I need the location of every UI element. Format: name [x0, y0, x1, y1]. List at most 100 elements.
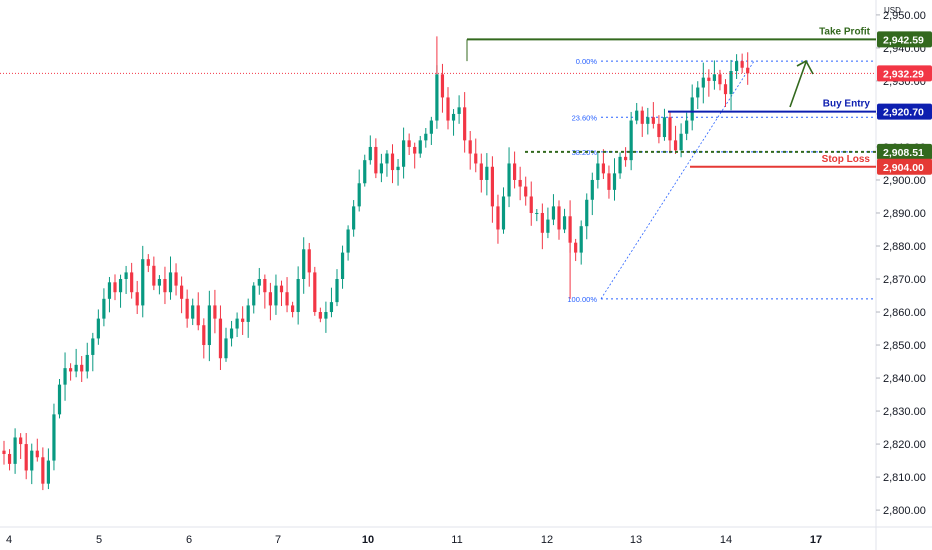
candle: [13, 428, 17, 474]
candle: [135, 280, 139, 315]
candle-body: [407, 140, 411, 147]
candle-body: [451, 113, 456, 121]
candle-body: [402, 140, 406, 167]
candle: [279, 280, 284, 306]
candle: [324, 301, 328, 333]
candle: [424, 127, 428, 148]
time-tick-label: 7: [275, 534, 281, 546]
candle: [224, 327, 228, 362]
candle-body: [435, 74, 439, 121]
price-tick-label: 2,800.00: [883, 505, 926, 517]
candle-body: [740, 61, 744, 68]
price-badge-bg: [877, 31, 932, 48]
currency-label: USD: [884, 6, 901, 15]
level-label: Take Profit: [819, 26, 871, 37]
candle-body: [185, 298, 189, 319]
fib-level-label: 100.00%: [567, 295, 597, 304]
candle-body: [574, 242, 578, 253]
candle-body: [640, 110, 644, 124]
candle-body: [501, 196, 506, 230]
candle-body: [390, 153, 395, 171]
fib-trend-line[interactable]: [600, 60, 755, 300]
candle: [746, 52, 750, 85]
fib-level-label: 38.20%: [572, 148, 598, 157]
price-badge: 2,908.51: [877, 143, 932, 160]
candle: [329, 287, 334, 318]
candle-body: [363, 160, 367, 184]
candle-body: [540, 212, 544, 233]
candle-body: [252, 285, 256, 306]
candle-body: [673, 140, 678, 151]
candle: [335, 269, 339, 307]
candle: [85, 342, 89, 379]
candle: [35, 438, 39, 462]
candle: [130, 262, 134, 299]
price-axis[interactable]: USD 2,800.00 2,810.00 2,820.00 2,830.00 2,84…: [876, 6, 926, 517]
candle: [551, 194, 556, 226]
level-label: Buy Entry: [823, 99, 871, 110]
candle: [2, 440, 6, 465]
candle: [490, 156, 494, 223]
candle-body: [479, 163, 483, 180]
candle-body: [557, 206, 561, 230]
candle: [302, 237, 306, 294]
candle-body: [168, 272, 173, 293]
candle: [285, 277, 289, 313]
candle-body: [57, 384, 62, 415]
time-axis[interactable]: 4 5 6 7 10 11 12 13 14 17: [6, 534, 822, 546]
price-badges: 2,942.59 2,920.70 2,908.51 2,904.00 2,932.29: [877, 31, 932, 175]
candle: [196, 292, 200, 331]
candle: [646, 107, 650, 135]
candle-body: [279, 285, 284, 293]
candle-body: [701, 77, 705, 88]
candle-body: [629, 120, 633, 161]
candle-body: [224, 338, 228, 359]
candle: [396, 159, 400, 186]
price-tick-label: 2,870.00: [883, 274, 926, 286]
candle-body: [590, 179, 594, 200]
candle: [141, 245, 145, 318]
candle: [535, 208, 539, 222]
price-badge: 2,904.00: [877, 158, 932, 175]
candle: [268, 282, 272, 321]
candle-body: [485, 166, 489, 180]
candle: [24, 432, 28, 480]
candle-body: [463, 107, 467, 141]
candle: [307, 242, 311, 287]
candle-body: [718, 74, 722, 85]
candle-body: [518, 179, 522, 187]
candle-body: [446, 97, 450, 121]
candle-body: [474, 153, 478, 164]
candle: [257, 267, 261, 295]
price-badge-label: 2,920.70: [883, 107, 924, 119]
time-tick-label: 10: [362, 534, 374, 546]
candle-body: [496, 206, 500, 230]
candle: [651, 102, 655, 129]
candle: [390, 144, 395, 184]
candle-body: [318, 312, 322, 319]
candle-body: [651, 117, 655, 124]
candle-body: [690, 97, 694, 121]
candle-body: [746, 67, 750, 74]
candle-body: [130, 272, 134, 293]
candle: [74, 348, 78, 378]
candle: [729, 59, 733, 111]
candle-body: [546, 219, 550, 233]
candle: [463, 92, 467, 153]
candle: [229, 320, 234, 347]
candle: [52, 403, 56, 471]
candle: [218, 305, 223, 370]
target-arrow[interactable]: [789, 59, 814, 108]
candle: [368, 135, 372, 165]
candle: [296, 266, 300, 325]
candle-body: [340, 252, 345, 280]
candle: [662, 108, 667, 141]
candle: [723, 79, 728, 107]
candle-body: [80, 364, 84, 372]
candle: [435, 65, 439, 129]
candle: [479, 153, 483, 193]
candle-body: [607, 173, 611, 190]
trade-levels[interactable]: Take Profit Buy Entry Stop Loss: [0, 26, 876, 168]
candle: [346, 225, 350, 261]
